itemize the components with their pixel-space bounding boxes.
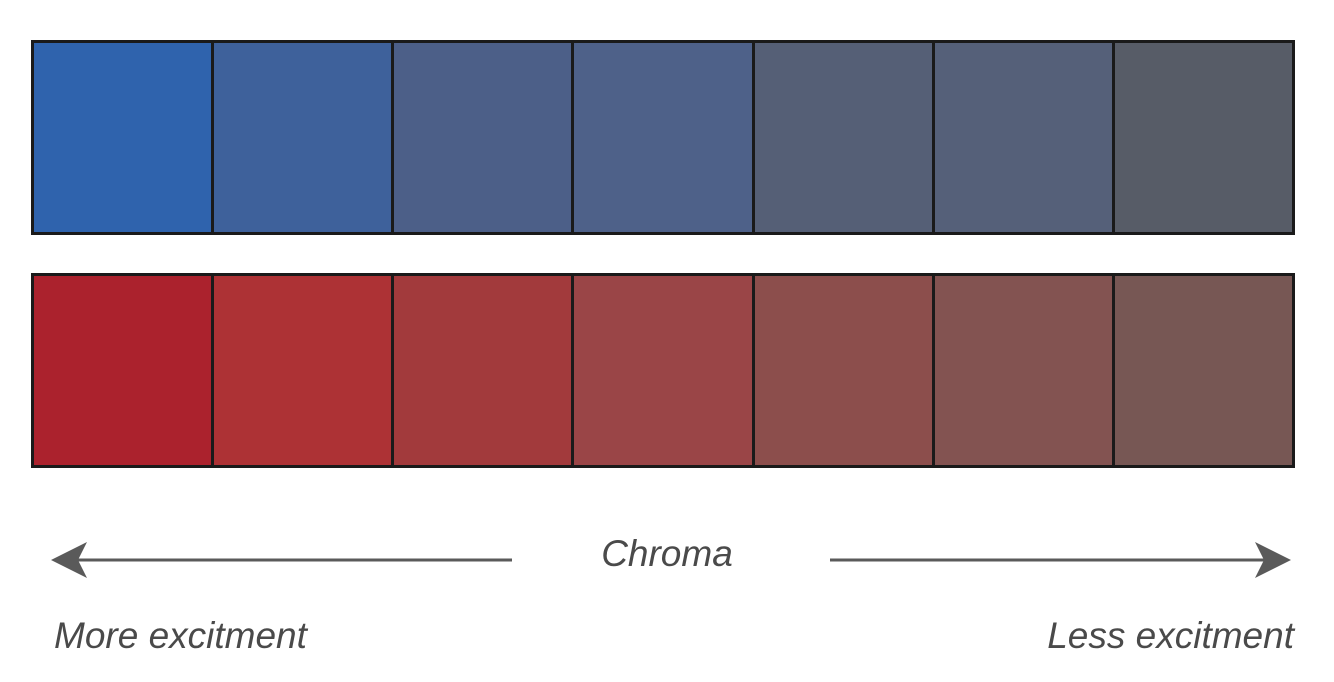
- blue-swatch-6: [931, 43, 1112, 232]
- red-chroma-row: [31, 273, 1295, 468]
- blue-swatch-4: [571, 43, 752, 232]
- blue-swatch-1: [34, 43, 212, 232]
- blue-swatch-5: [751, 43, 932, 232]
- left-arrowhead-icon: [51, 542, 87, 578]
- blue-chroma-row: [31, 40, 1295, 235]
- red-swatch-5: [751, 276, 932, 465]
- blue-swatch-3: [391, 43, 572, 232]
- chroma-axis-label: Chroma: [601, 533, 733, 574]
- red-swatch-7: [1111, 276, 1292, 465]
- more-excitement-label: More excitment: [54, 615, 307, 656]
- blue-swatch-2: [211, 43, 392, 232]
- right-arrowhead-icon: [1255, 542, 1291, 578]
- red-swatch-6: [931, 276, 1112, 465]
- red-swatch-4: [571, 276, 752, 465]
- blue-swatch-7: [1111, 43, 1292, 232]
- chroma-axis-arrows: [51, 542, 1291, 578]
- less-excitement-label: Less excitment: [1047, 615, 1294, 656]
- red-swatch-1: [34, 276, 212, 465]
- red-swatch-2: [211, 276, 392, 465]
- red-swatch-3: [391, 276, 572, 465]
